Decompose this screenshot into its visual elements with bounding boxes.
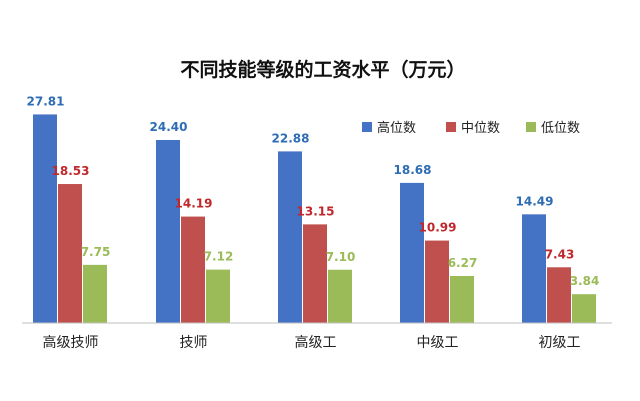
bar-2-2: [181, 216, 205, 323]
value-label-1-2: 24.40: [150, 120, 188, 134]
value-label-2-2: 14.19: [175, 197, 213, 211]
legend-swatch-1: [362, 122, 372, 132]
chart-title: 不同技能等级的工资水平（万元）: [180, 58, 465, 81]
legend-label-2: 中位数: [461, 121, 500, 136]
category-label-3: 高级工: [295, 334, 337, 351]
legend: 高位数 中位数 低位数: [362, 120, 580, 136]
category-label-4: 中级工: [417, 335, 459, 351]
value-label-3-3: 7.10: [326, 250, 356, 264]
bar-2-3: [303, 224, 327, 323]
value-label-2-4: 10.99: [419, 221, 457, 235]
category-label-5: 初级工: [539, 334, 581, 351]
value-label-3-2: 7.12: [204, 250, 234, 264]
bar-1-3: [278, 151, 302, 323]
value-label-2-1: 18.53: [52, 164, 90, 178]
bar-1-1: [33, 114, 57, 323]
bar-3-4: [450, 275, 474, 323]
legend-label-1: 高位数: [377, 120, 416, 136]
value-label-3-1: 7.75: [81, 245, 111, 259]
bar-3-3: [328, 269, 352, 323]
value-label-1-1: 27.81: [27, 94, 65, 108]
value-label-3-5: 3.84: [570, 274, 600, 288]
legend-label-3: 低位数: [541, 121, 580, 136]
value-label-1-4: 18.68: [394, 163, 432, 177]
bar-3-1: [83, 264, 107, 323]
bar-1-4: [400, 182, 424, 323]
bar-1-2: [156, 140, 180, 323]
bars-group: [33, 114, 596, 323]
value-label-2-3: 13.15: [297, 204, 335, 218]
value-labels-group: 27.81 18.53 7.75 24.40 14.19 7.12 22.88 13.15 7.…: [27, 94, 600, 288]
bar-2-4: [425, 240, 449, 323]
bar-1-5: [522, 214, 546, 323]
legend-swatch-2: [446, 122, 456, 132]
value-label-1-3: 22.88: [272, 131, 310, 145]
value-label-1-5: 14.49: [516, 194, 554, 208]
bar-2-5: [547, 267, 571, 323]
value-label-2-5: 7.43: [545, 247, 575, 261]
category-labels-group: 高级技师 技师 高级工 中级工 初级工: [43, 334, 581, 351]
category-label-2: 技师: [180, 335, 208, 351]
legend-swatch-3: [526, 122, 536, 132]
bar-3-2: [206, 269, 230, 323]
bar-2-1: [58, 184, 82, 323]
bar-3-5: [572, 294, 596, 323]
value-label-3-4: 6.27: [448, 256, 478, 270]
category-label-1: 高级技师: [43, 334, 99, 351]
